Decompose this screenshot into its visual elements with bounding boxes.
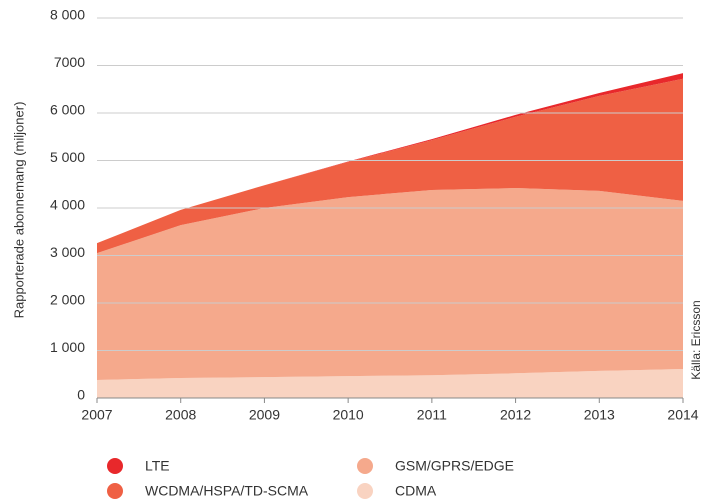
x-tick-label: 2007 [81,407,112,423]
annotation: Källa: Ericsson [689,300,703,379]
legend-label: LTE [145,458,170,474]
legend-marker [107,458,123,474]
legend-label: CDMA [395,483,437,499]
area [97,78,683,254]
x-tick-label: 2009 [249,407,280,423]
legend-label: GSM/GPRS/EDGE [395,458,514,474]
legend-marker [357,483,373,499]
y-tick-label: 0 [77,387,85,403]
y-tick-label: 5 000 [50,149,85,165]
y-tick-label: 1 000 [50,339,85,355]
y-tick-label: 6 000 [50,102,85,118]
y-tick-label: 8 000 [50,7,85,23]
area [97,73,683,244]
legend-marker [357,458,373,474]
area [97,369,683,398]
x-tick-label: 2011 [417,407,447,423]
y-tick-label: 3 000 [50,244,85,260]
y-tick-label: 4 000 [50,197,85,213]
x-tick-label: 2008 [165,407,196,423]
x-tick-label: 2014 [667,407,698,423]
x-tick-label: 2012 [500,407,531,423]
area [97,188,683,380]
x-tick-label: 2013 [584,407,615,423]
x-tick-label: 2010 [333,407,364,423]
legend-label: WCDMA/HSPA/TD-SCMA [145,483,309,499]
legend-marker [107,483,123,499]
y-tick-label: 2 000 [50,292,85,308]
y-tick-label: 7000 [54,54,85,70]
y-axis-label: Rapporterade abonnemang (miljoner) [11,102,26,319]
